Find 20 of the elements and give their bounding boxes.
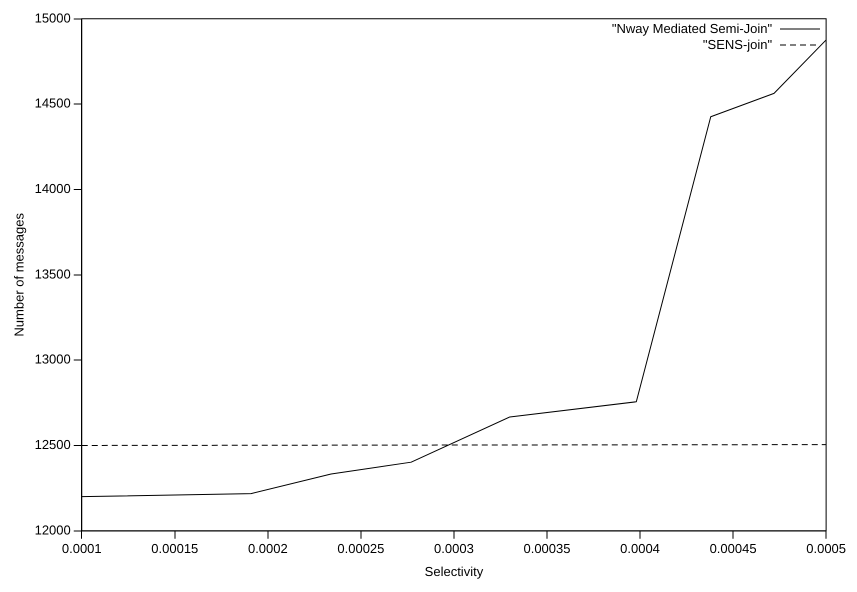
x-tick-label: 0.00045 [710,541,757,556]
y-tick-label: 12000 [34,522,71,538]
x-tick-label: 0.0002 [248,541,288,556]
y-tick-label: 13500 [34,266,71,282]
legend-label: "Nway Mediated Semi-Join" [612,20,772,37]
y-tick-label: 13000 [34,352,71,367]
y-tick-label: 14000 [34,181,71,196]
x-axis-title: Selectivity [424,564,484,579]
x-tick-label: 0.0001 [62,541,102,556]
x-tick-label: 0.00035 [523,541,570,556]
legend-label: "SENS-join" [702,36,772,53]
y-tick-label: 15000 [34,10,71,26]
x-tick-label: 0.00015 [151,541,198,556]
y-axis-title: Number of messages [11,212,26,337]
x-tick-label: 0.0005 [806,541,846,556]
x-tick-label: 0.0004 [620,541,660,556]
x-tick-label: 0.0003 [434,541,474,556]
y-tick-label: 12500 [34,437,71,452]
x-tick-label: 0.00025 [337,541,384,556]
y-tick-label: 14500 [34,96,71,111]
